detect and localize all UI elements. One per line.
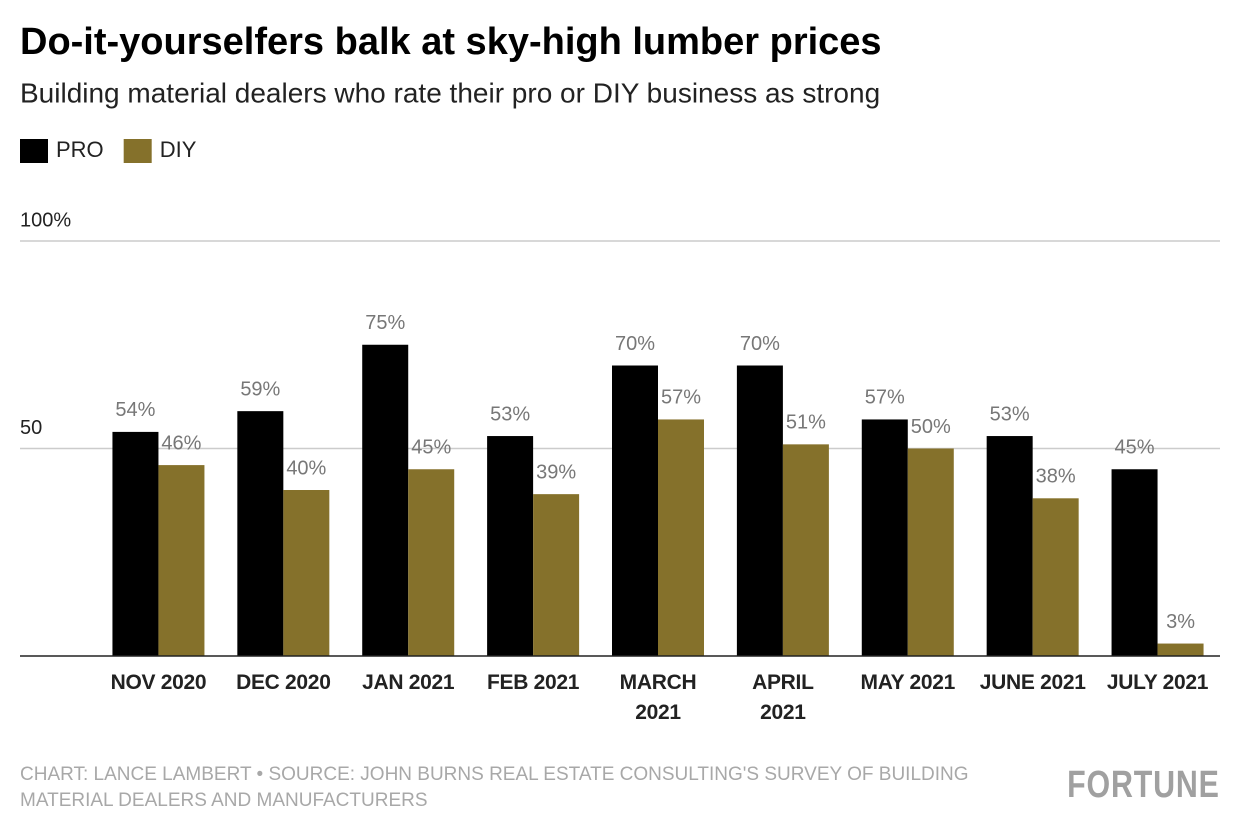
value-label: 50% [911, 416, 951, 438]
value-label: 39% [536, 461, 576, 483]
x-tick-label: APRIL 2021 [752, 671, 814, 724]
bar [986, 436, 1033, 656]
value-label: 57% [661, 387, 701, 409]
value-label: 54% [115, 399, 155, 421]
bar [283, 490, 330, 656]
bar [861, 419, 908, 656]
value-label: 46% [161, 432, 201, 454]
value-label: 45% [1115, 437, 1155, 459]
value-label: 38% [1036, 466, 1076, 488]
bar [237, 411, 284, 656]
bar [112, 431, 159, 656]
legend-label: DIY [160, 137, 197, 162]
x-tick-label: DEC 2020 [236, 671, 331, 694]
bar [782, 444, 829, 656]
value-label: 3% [1166, 611, 1195, 633]
y-tick-label: 100% [20, 209, 71, 231]
value-label: 70% [740, 333, 780, 355]
value-label: 53% [990, 403, 1030, 425]
legend-swatch [20, 139, 48, 163]
x-tick-label: MARCH 2021 [619, 671, 697, 724]
x-tick-label: MAY 2021 [860, 671, 956, 694]
value-label: 75% [365, 312, 405, 334]
x-tick-label: FEB 2021 [487, 671, 580, 694]
x-tick-label: JUNE 2021 [979, 671, 1086, 694]
chart-title: Do-it-yourselfers balk at sky-high lumbe… [20, 21, 882, 63]
bar [487, 436, 534, 656]
bar [408, 469, 455, 656]
value-label: 57% [865, 387, 905, 409]
value-label: 59% [240, 378, 280, 400]
legend-label: PRO [56, 137, 104, 162]
x-tick-label: JULY 2021 [1106, 671, 1209, 694]
value-label: 53% [490, 403, 530, 425]
value-label: 70% [615, 333, 655, 355]
bar [658, 419, 704, 656]
bar [158, 465, 205, 656]
logo: FORTUNE [1067, 764, 1220, 806]
legend-swatch [123, 139, 152, 163]
bar [612, 365, 658, 656]
value-label: 40% [286, 457, 326, 479]
bar [736, 365, 783, 656]
bar [1032, 498, 1079, 656]
bar [1157, 643, 1204, 656]
value-label: 51% [786, 412, 826, 434]
bar [907, 448, 954, 656]
x-tick-label: NOV 2020 [110, 671, 207, 694]
y-tick-label: 50 [20, 417, 42, 439]
bar [362, 344, 409, 656]
bar [533, 494, 580, 656]
value-label: 45% [411, 437, 451, 459]
x-tick-label: JAN 2021 [362, 671, 455, 694]
bar [1111, 469, 1158, 656]
source-note: CHART: LANCE LAMBERT • SOURCE: JOHN BURN… [20, 764, 969, 811]
chart-subtitle: Building material dealers who rate their… [20, 77, 880, 108]
